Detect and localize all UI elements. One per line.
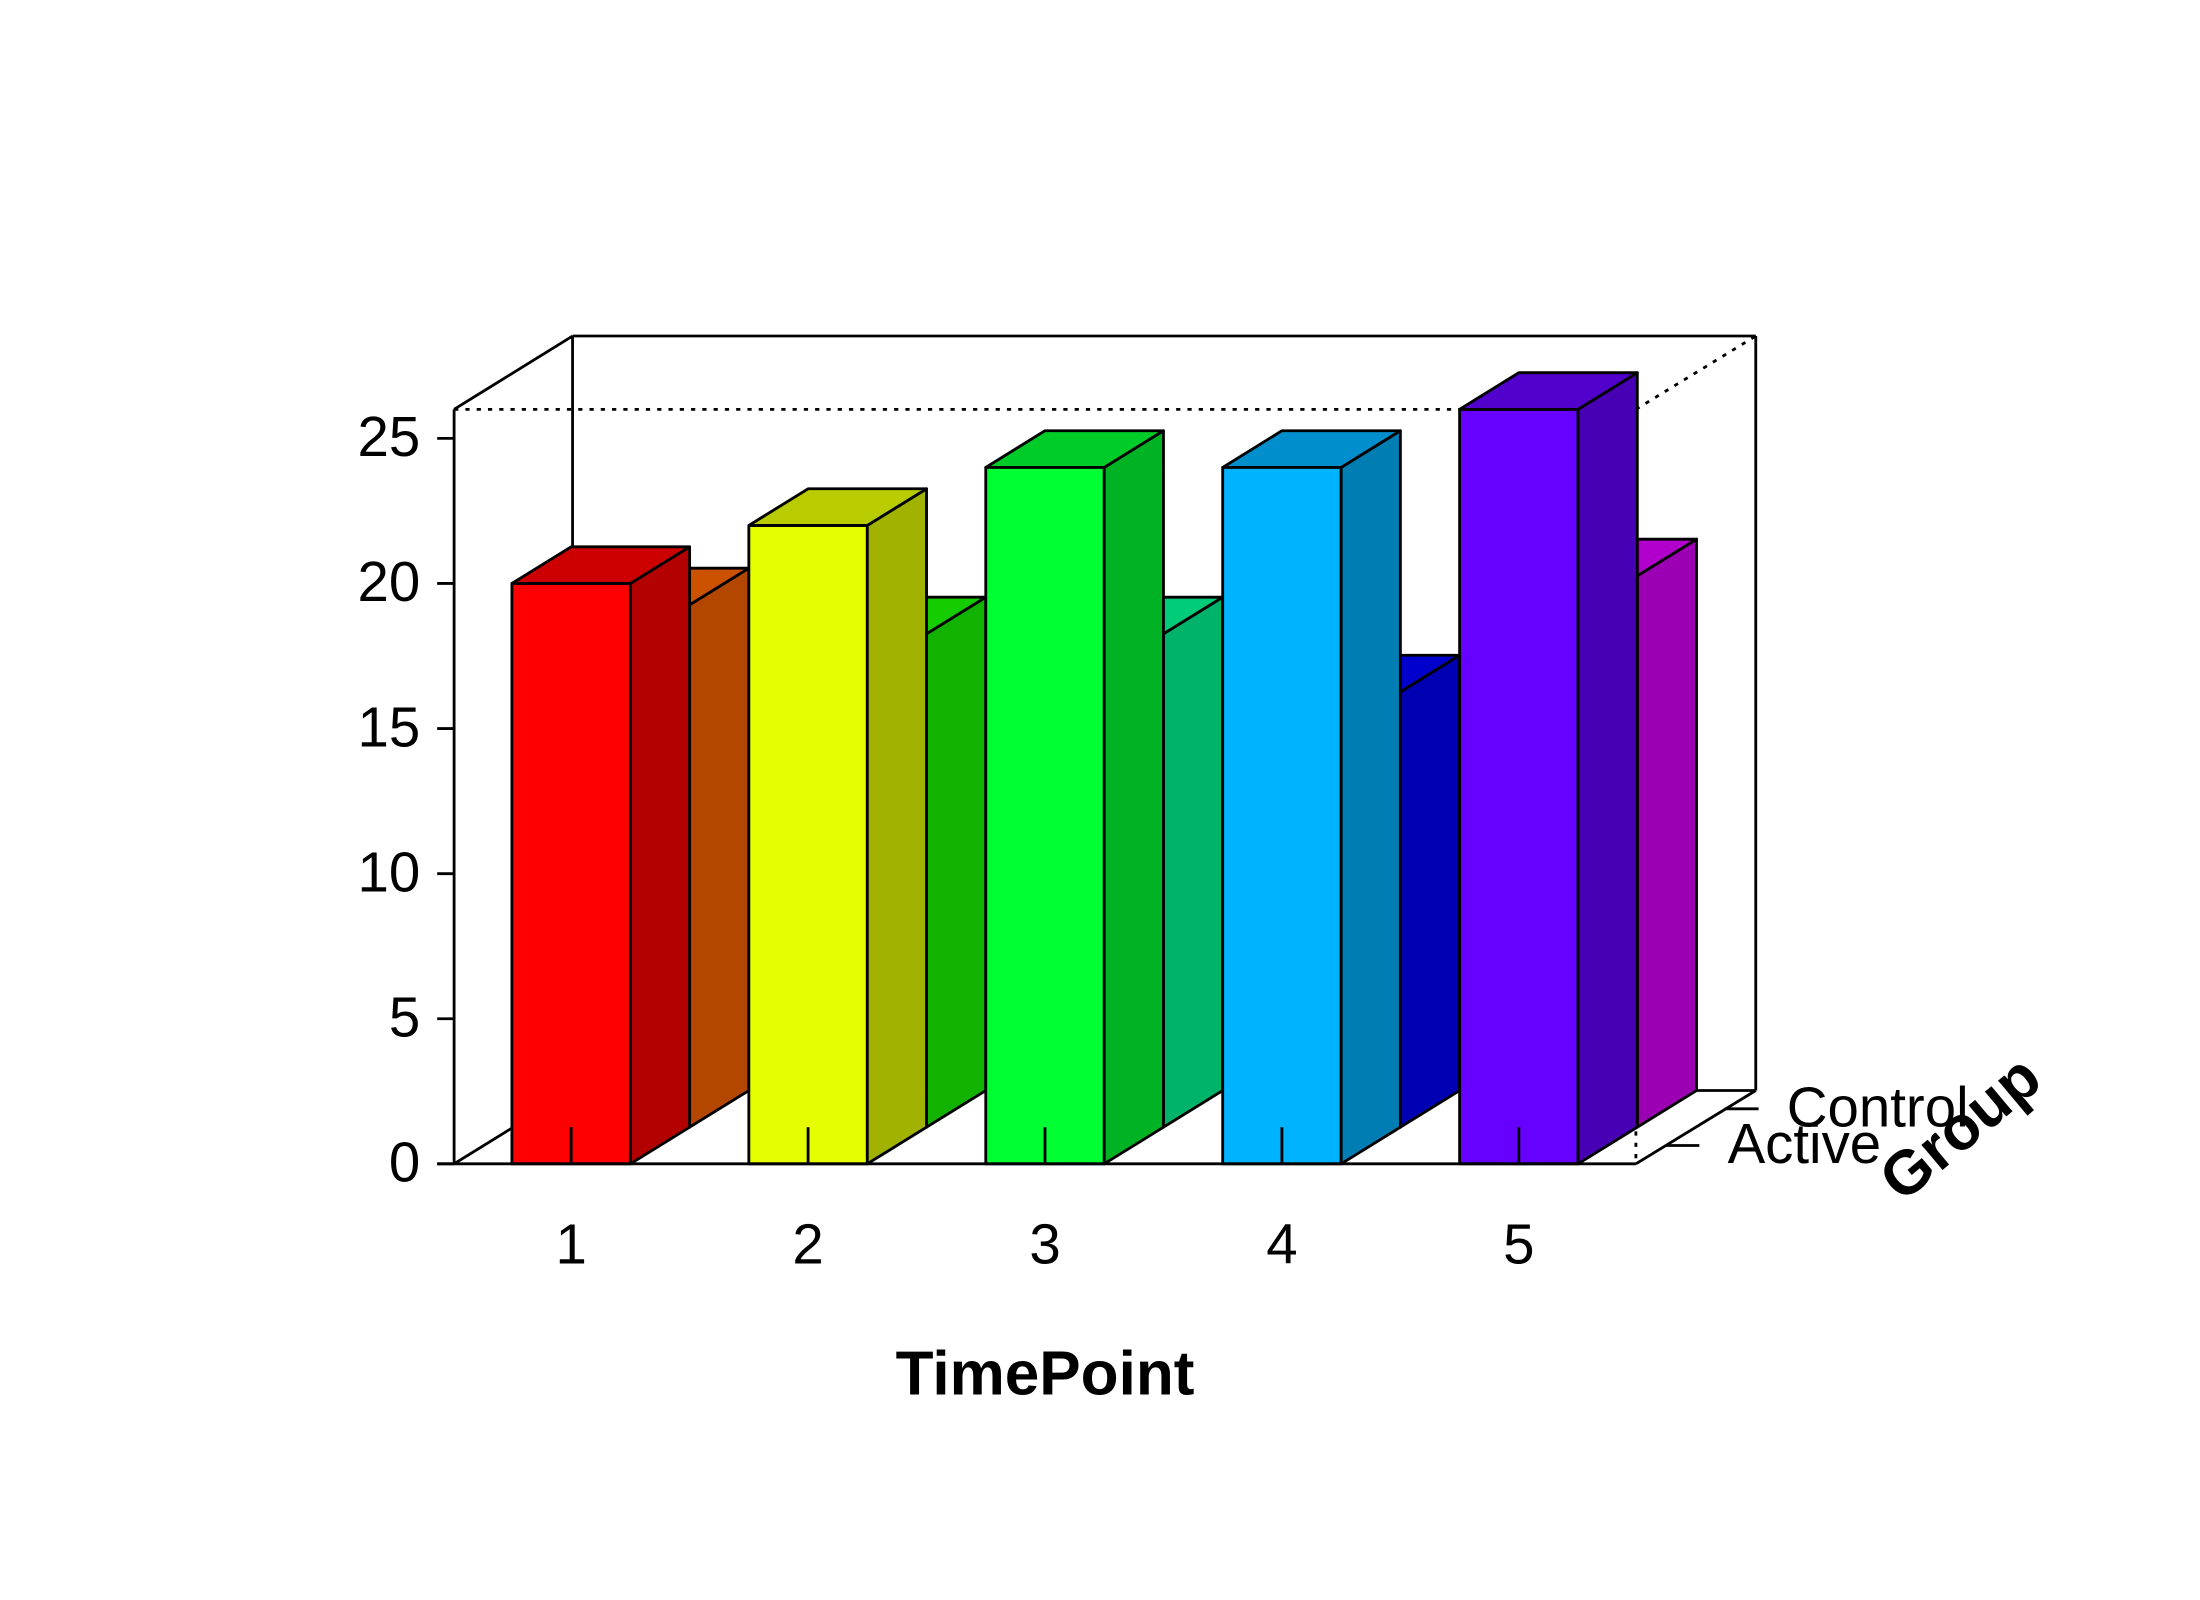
bar-side [1339,429,1402,1166]
box-edge [453,334,574,411]
bar-top [984,429,1165,469]
bar-side [1102,429,1165,1166]
group-label: Control [1787,1076,1969,1139]
y-tick-label: 0 [389,1131,420,1194]
y-tick-label: 25 [358,405,421,468]
bar-front [510,582,632,1166]
bar-side [1576,371,1639,1166]
bar-front [747,524,869,1166]
bar-side [925,595,988,1129]
bar-front [984,465,1106,1166]
y-tick-label: 5 [389,985,420,1048]
y-tick-label: 15 [358,695,421,758]
x-tick-label: 1 [555,1212,586,1275]
y-tick-label: 10 [358,840,421,903]
group-label: Active [1728,1112,1882,1175]
box-edge [1635,334,1757,411]
x-tick-label: 3 [1029,1212,1060,1275]
bars [510,371,1698,1166]
x-tick-label: 4 [1266,1212,1297,1275]
bar-top [1458,371,1639,411]
bar-side [1162,595,1225,1129]
bar-top [1221,429,1402,469]
bar-side [1635,537,1698,1129]
bar-front [1221,465,1343,1166]
bar-side [865,487,928,1166]
x-tick-label: 2 [792,1212,823,1275]
x-tick-label: 5 [1503,1212,1534,1275]
bar-side [1398,653,1462,1129]
x-axis-title: TimePoint [896,1340,1195,1409]
bar-side [628,545,692,1166]
bar-front [1458,407,1580,1166]
bar-side [688,566,751,1129]
y-tick-label: 20 [358,550,421,613]
bar-top [747,487,928,527]
box-edge [1635,1089,1757,1166]
bar-top [510,545,692,585]
